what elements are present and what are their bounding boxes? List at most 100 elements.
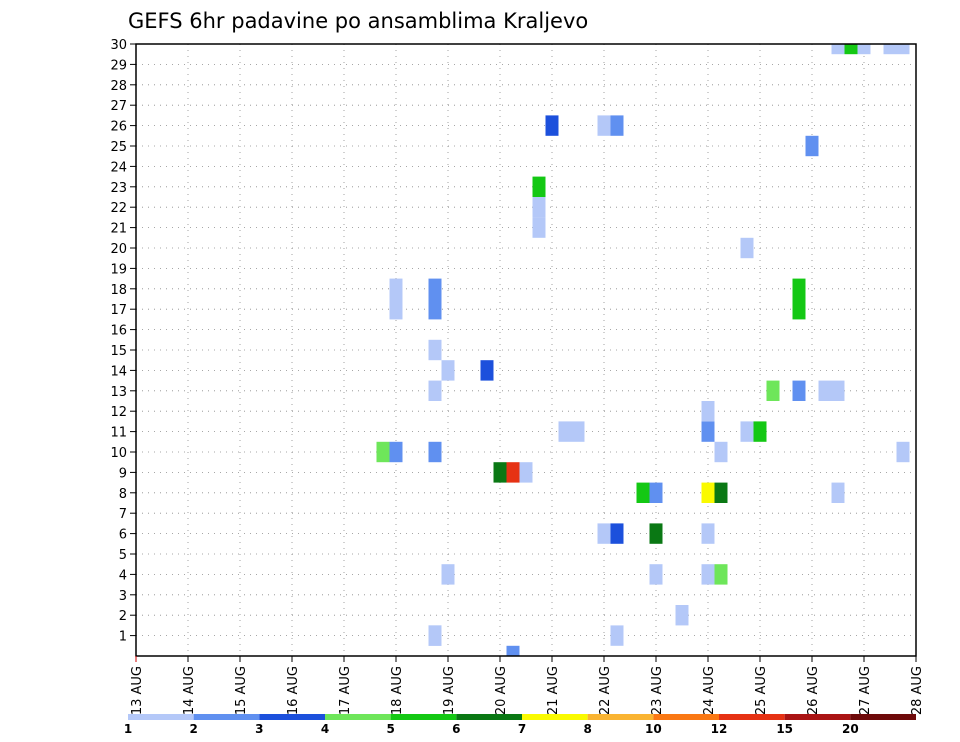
precip-cell <box>740 237 754 259</box>
precip-cell <box>545 115 559 136</box>
precip-cell <box>493 462 507 483</box>
y-tick-label: 20 <box>110 242 127 257</box>
legend-label: 8 <box>583 722 591 736</box>
precip-cell <box>428 339 442 361</box>
chart-title: GEFS 6hr padavine po ansamblima Kraljevo <box>128 9 588 33</box>
y-tick-label: 1 <box>119 630 127 645</box>
precip-cell <box>649 564 663 585</box>
precip-cell <box>610 115 624 136</box>
y-tick-label: 18 <box>110 283 127 298</box>
precip-cell <box>389 441 403 463</box>
y-tick-label: 9 <box>119 466 127 481</box>
y-tick-label: 4 <box>119 568 127 583</box>
precip-cell <box>649 523 663 544</box>
y-tick-label: 5 <box>119 548 127 563</box>
precip-cell <box>376 441 390 463</box>
y-tick-label: 30 <box>110 38 127 53</box>
legend-swatch <box>259 714 325 720</box>
precip-cell <box>844 44 858 55</box>
precip-cell <box>532 217 546 238</box>
precip-cell <box>532 197 546 218</box>
y-tick-label: 22 <box>110 201 127 216</box>
x-tick-label: 23 AUG <box>650 666 665 715</box>
precip-cell <box>428 278 442 299</box>
legend-label: 6 <box>452 722 460 736</box>
legend-label: 2 <box>189 722 197 736</box>
precip-cell <box>857 44 871 55</box>
legend-swatch <box>587 714 654 720</box>
y-tick-label: 28 <box>110 79 127 94</box>
x-tick-label: 24 AUG <box>702 666 717 715</box>
precip-cell <box>441 360 455 381</box>
y-axis: 1234567891011121314151617181920212223242… <box>110 38 136 645</box>
precip-cell <box>896 441 910 463</box>
x-axis: 13 AUG 14 AUG 15 AUG 16 AUG 17 AUG 18 AUG 19 A… <box>130 656 925 715</box>
precip-cell <box>792 380 806 401</box>
color-legend: 1 2 3 4 5 6 7 8 10 12 15 20 <box>124 714 916 736</box>
precip-cell <box>389 278 403 299</box>
y-tick-label: 2 <box>119 609 127 624</box>
legend-swatch <box>193 714 260 720</box>
legend-label: 15 <box>776 722 793 736</box>
x-tick-label: 15 AUG <box>234 666 249 715</box>
x-tick-label: 17 AUG <box>338 666 353 715</box>
precip-cell <box>441 564 455 585</box>
legend-swatch <box>850 714 916 720</box>
legend-label: 7 <box>518 722 526 736</box>
y-tick-label: 12 <box>110 405 127 420</box>
precip-cell <box>818 380 832 401</box>
legend-label: 12 <box>711 722 728 736</box>
precip-cell <box>766 380 780 401</box>
y-tick-label: 25 <box>110 140 127 155</box>
precip-cell <box>480 360 494 381</box>
precip-cell <box>701 482 715 503</box>
y-tick-label: 8 <box>119 487 127 502</box>
y-tick-label: 27 <box>110 99 127 114</box>
precip-cell <box>636 482 650 503</box>
precip-cell <box>753 421 767 442</box>
precip-cell <box>610 523 624 544</box>
precip-cell <box>506 645 520 656</box>
y-tick-label: 6 <box>119 528 127 543</box>
precip-cell <box>675 605 689 626</box>
x-tick-label: 25 AUG <box>754 666 769 715</box>
legend-swatch <box>325 714 391 720</box>
precip-cell <box>831 482 845 503</box>
legend-swatch <box>719 714 785 720</box>
precip-cell <box>701 401 715 422</box>
legend-label: 5 <box>386 722 394 736</box>
precip-cell <box>792 278 806 299</box>
y-tick-label: 21 <box>110 222 127 237</box>
x-tick-label: 18 AUG <box>390 666 405 715</box>
precip-cell <box>571 421 585 442</box>
y-tick-label: 14 <box>110 364 127 379</box>
y-tick-label: 13 <box>110 385 127 400</box>
precip-cell <box>532 176 546 197</box>
precip-cell <box>714 482 728 503</box>
x-tick-label: 27 AUG <box>858 666 873 715</box>
y-tick-label: 10 <box>110 446 127 461</box>
precip-cell <box>558 421 572 442</box>
legend-label: 4 <box>321 722 329 736</box>
precip-cell <box>792 299 806 320</box>
y-tick-label: 3 <box>119 589 127 604</box>
precip-cell <box>519 462 533 483</box>
precip-cell <box>428 625 442 646</box>
legend-swatch <box>522 714 588 720</box>
precip-cell <box>428 441 442 463</box>
y-tick-label: 26 <box>110 120 127 135</box>
x-tick-label: 16 AUG <box>286 666 301 715</box>
precip-cell <box>597 523 611 544</box>
y-tick-label: 17 <box>110 303 127 318</box>
legend-swatch <box>128 714 194 720</box>
precip-cell <box>740 421 754 442</box>
precip-cell <box>597 115 611 136</box>
precip-cell <box>714 441 728 463</box>
precip-cell <box>389 299 403 320</box>
y-tick-label: 16 <box>110 324 127 339</box>
data-cells <box>376 44 910 656</box>
precip-cell <box>883 44 897 55</box>
legend-swatch <box>784 714 851 720</box>
y-tick-label: 19 <box>110 262 127 277</box>
